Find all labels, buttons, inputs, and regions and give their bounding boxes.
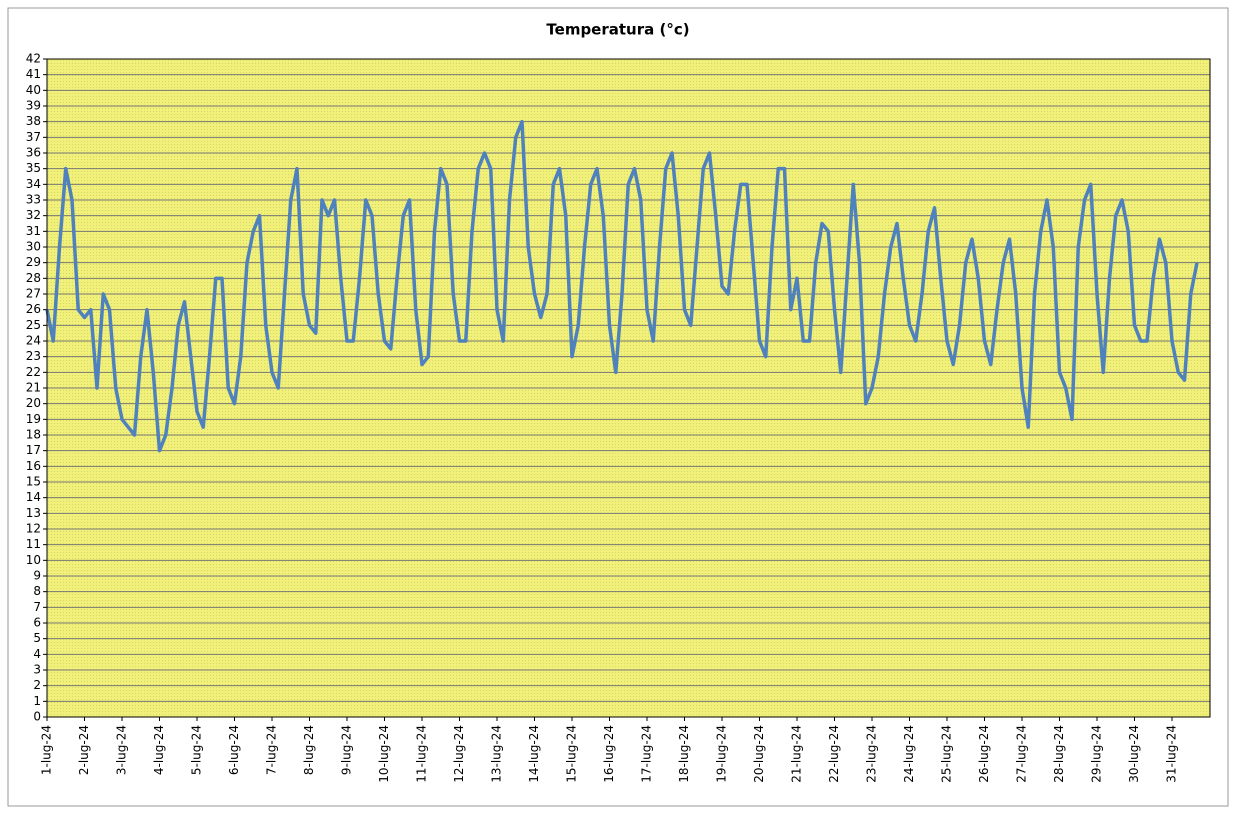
y-tick-label: 12 (26, 522, 41, 536)
y-tick-label: 36 (26, 146, 41, 160)
x-tick-label: 29-lug-24 (1090, 725, 1104, 783)
x-tick-label: 31-lug-24 (1165, 725, 1179, 783)
x-tick-label: 5-lug-24 (190, 725, 204, 775)
x-tick-label: 18-lug-24 (677, 725, 691, 783)
y-tick-label: 21 (26, 381, 41, 395)
y-tick-label: 30 (26, 240, 41, 254)
y-tick-label: 29 (26, 255, 41, 269)
x-tick-label: 30-lug-24 (1127, 725, 1141, 783)
chart-title: Temperatura (°c) (546, 21, 689, 39)
x-tick-label: 27-lug-24 (1015, 725, 1029, 783)
x-tick-label: 22-lug-24 (827, 725, 841, 783)
y-tick-label: 4 (33, 647, 41, 661)
y-tick-label: 0 (33, 710, 41, 724)
y-tick-label: 6 (33, 616, 41, 630)
y-tick-label: 18 (26, 428, 41, 442)
x-tick-label: 16-lug-24 (602, 725, 616, 783)
y-tick-label: 25 (26, 318, 41, 332)
x-tick-label: 23-lug-24 (865, 725, 879, 783)
y-tick-label: 3 (33, 663, 41, 677)
y-tick-label: 13 (26, 506, 41, 520)
y-tick-label: 41 (26, 67, 41, 81)
y-tick-label: 28 (26, 271, 41, 285)
y-tick-label: 8 (33, 584, 41, 598)
y-tick-label: 20 (26, 396, 41, 410)
y-tick-label: 26 (26, 302, 41, 316)
y-tick-label: 33 (26, 193, 41, 207)
y-tick-label: 22 (26, 365, 41, 379)
x-tick-label: 25-lug-24 (940, 725, 954, 783)
x-tick-label: 6-lug-24 (227, 725, 241, 775)
y-tick-label: 2 (33, 678, 41, 692)
x-tick-label: 24-lug-24 (902, 725, 916, 783)
y-tick-label: 19 (26, 412, 41, 426)
y-tick-label: 39 (26, 99, 41, 113)
y-tick-label: 27 (26, 287, 41, 301)
y-tick-label: 24 (26, 334, 41, 348)
y-tick-label: 38 (26, 114, 41, 128)
y-tick-label: 9 (33, 569, 41, 583)
x-tick-label: 28-lug-24 (1052, 725, 1066, 783)
y-tick-label: 32 (26, 208, 41, 222)
x-tick-label: 7-lug-24 (265, 725, 279, 775)
x-tick-label: 12-lug-24 (452, 725, 466, 783)
plot-border (46, 58, 1211, 718)
x-tick-label: 9-lug-24 (340, 725, 354, 775)
x-tick-label: 20-lug-24 (752, 725, 766, 783)
x-tick-label: 21-lug-24 (790, 725, 804, 783)
y-tick-label: 15 (26, 475, 41, 489)
x-tick-label: 17-lug-24 (640, 725, 654, 783)
y-tick-label: 31 (26, 224, 41, 238)
y-tick-label: 34 (26, 177, 41, 191)
y-tick-label: 1 (33, 694, 41, 708)
y-tick-label: 17 (26, 443, 41, 457)
x-tick-label: 19-lug-24 (715, 725, 729, 783)
y-tick-label: 10 (26, 553, 41, 567)
y-tick-label: 37 (26, 130, 41, 144)
y-tick-label: 35 (26, 161, 41, 175)
line-series (45, 119, 1199, 453)
x-tick-label: 26-lug-24 (977, 725, 991, 783)
y-tick-label: 42 (26, 52, 41, 66)
x-tick-label: 8-lug-24 (302, 725, 316, 775)
y-tick-label: 7 (33, 600, 41, 614)
y-tick-label: 23 (26, 349, 41, 363)
x-tick-label: 2-lug-24 (77, 725, 91, 775)
x-tick-label: 4-lug-24 (152, 725, 166, 775)
x-tick-label: 13-lug-24 (490, 725, 504, 783)
y-tick-label: 16 (26, 459, 41, 473)
x-tick-label: 1-lug-24 (40, 725, 54, 775)
x-tick-label: 3-lug-24 (115, 725, 129, 775)
x-tick-label: 15-lug-24 (565, 725, 579, 783)
y-tick-label: 40 (26, 83, 41, 97)
x-tick-label: 10-lug-24 (377, 725, 391, 783)
y-tick-label: 11 (26, 537, 41, 551)
x-tick-label: 11-lug-24 (415, 725, 429, 783)
y-tick-label: 5 (33, 631, 41, 645)
y-tick-label: 14 (26, 490, 41, 504)
x-tick-label: 14-lug-24 (527, 725, 541, 783)
